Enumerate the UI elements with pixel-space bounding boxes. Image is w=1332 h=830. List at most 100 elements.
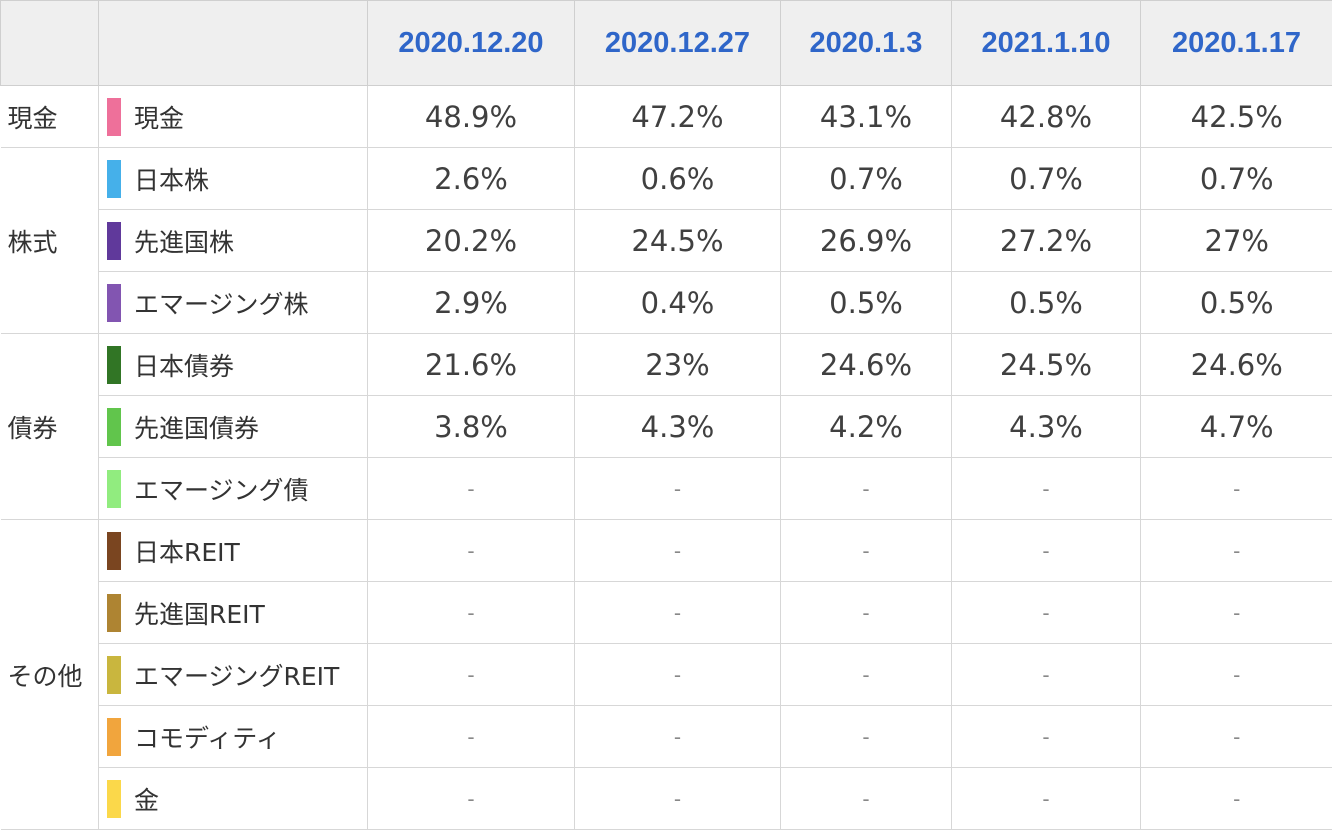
asset-cell-inner: 金 <box>99 780 367 818</box>
value-cell: - <box>1141 768 1332 830</box>
asset-cell-inner: エマージング債 <box>99 470 367 508</box>
asset-label: 日本株 <box>134 161 209 197</box>
asset-cell: エマージング債 <box>99 458 368 520</box>
header-asset-cell <box>99 1 368 86</box>
group-label: その他 <box>1 520 99 830</box>
group-label: 債券 <box>1 334 99 520</box>
color-swatch <box>107 346 121 384</box>
value-cell: - <box>781 582 952 644</box>
asset-cell: 日本債券 <box>99 334 368 396</box>
value-cell: - <box>575 520 781 582</box>
value-cell: - <box>952 458 1141 520</box>
asset-label: 先進国REIT <box>134 595 265 631</box>
value-cell: 24.6% <box>781 334 952 396</box>
value-cell: 0.5% <box>952 272 1141 334</box>
value-cell: - <box>952 706 1141 768</box>
value-cell: 20.2% <box>368 210 575 272</box>
value-cell: - <box>952 768 1141 830</box>
value-cell: 2.9% <box>368 272 575 334</box>
value-cell: 23% <box>575 334 781 396</box>
asset-cell: 日本株 <box>99 148 368 210</box>
table-row: エマージング債----- <box>1 458 1332 520</box>
asset-label: 現金 <box>134 99 184 135</box>
asset-label: エマージング株 <box>134 285 309 321</box>
value-cell: - <box>368 644 575 706</box>
asset-label: エマージングREIT <box>134 657 339 693</box>
value-cell: 47.2% <box>575 86 781 148</box>
asset-label: 金 <box>134 781 159 817</box>
table-row: エマージングREIT----- <box>1 644 1332 706</box>
asset-cell: 日本REIT <box>99 520 368 582</box>
asset-label: 日本債券 <box>134 347 234 383</box>
color-swatch <box>107 656 121 694</box>
group-label: 現金 <box>1 86 99 148</box>
date-header: 2020.1.3 <box>781 1 952 86</box>
value-cell: 27.2% <box>952 210 1141 272</box>
value-cell: - <box>952 520 1141 582</box>
value-cell: - <box>781 706 952 768</box>
table-row: コモディティ----- <box>1 706 1332 768</box>
value-cell: 0.7% <box>952 148 1141 210</box>
color-swatch <box>107 470 121 508</box>
value-cell: - <box>781 644 952 706</box>
color-swatch <box>107 160 121 198</box>
value-cell: 4.2% <box>781 396 952 458</box>
value-cell: - <box>1141 520 1332 582</box>
table-row: その他日本REIT----- <box>1 520 1332 582</box>
asset-label: 日本REIT <box>134 533 240 569</box>
value-cell: 0.5% <box>781 272 952 334</box>
asset-cell: 現金 <box>99 86 368 148</box>
value-cell: - <box>952 582 1141 644</box>
header-group-cell <box>1 1 99 86</box>
asset-cell-inner: 日本債券 <box>99 346 367 384</box>
asset-cell: 先進国債券 <box>99 396 368 458</box>
asset-cell-inner: 日本REIT <box>99 532 367 570</box>
date-header: 2021.1.10 <box>952 1 1141 86</box>
asset-cell-inner: 先進国債券 <box>99 408 367 446</box>
table-row: 金----- <box>1 768 1332 830</box>
value-cell: 24.5% <box>575 210 781 272</box>
color-swatch <box>107 284 121 322</box>
table-row: 先進国REIT----- <box>1 582 1332 644</box>
value-cell: 26.9% <box>781 210 952 272</box>
color-swatch <box>107 408 121 446</box>
value-cell: - <box>952 644 1141 706</box>
value-cell: - <box>368 582 575 644</box>
value-cell: 48.9% <box>368 86 575 148</box>
value-cell: - <box>575 458 781 520</box>
asset-cell-inner: 日本株 <box>99 160 367 198</box>
value-cell: 0.4% <box>575 272 781 334</box>
color-swatch <box>107 780 121 818</box>
value-cell: - <box>781 768 952 830</box>
color-swatch <box>107 718 121 756</box>
asset-cell: 先進国株 <box>99 210 368 272</box>
value-cell: - <box>368 520 575 582</box>
header-row: 2020.12.20 2020.12.27 2020.1.3 2021.1.10… <box>1 1 1332 86</box>
asset-label: コモディティ <box>134 719 281 755</box>
value-cell: 4.3% <box>575 396 781 458</box>
value-cell: - <box>1141 458 1332 520</box>
asset-cell-inner: エマージング株 <box>99 284 367 322</box>
asset-cell: 先進国REIT <box>99 582 368 644</box>
date-header: 2020.1.17 <box>1141 1 1332 86</box>
value-cell: 42.5% <box>1141 86 1332 148</box>
date-header: 2020.12.27 <box>575 1 781 86</box>
value-cell: - <box>368 458 575 520</box>
asset-cell: エマージング株 <box>99 272 368 334</box>
asset-cell: 金 <box>99 768 368 830</box>
value-cell: 4.3% <box>952 396 1141 458</box>
value-cell: - <box>575 706 781 768</box>
value-cell: 42.8% <box>952 86 1141 148</box>
value-cell: 3.8% <box>368 396 575 458</box>
asset-cell: コモディティ <box>99 706 368 768</box>
value-cell: 21.6% <box>368 334 575 396</box>
value-cell: 24.6% <box>1141 334 1332 396</box>
value-cell: 0.7% <box>781 148 952 210</box>
